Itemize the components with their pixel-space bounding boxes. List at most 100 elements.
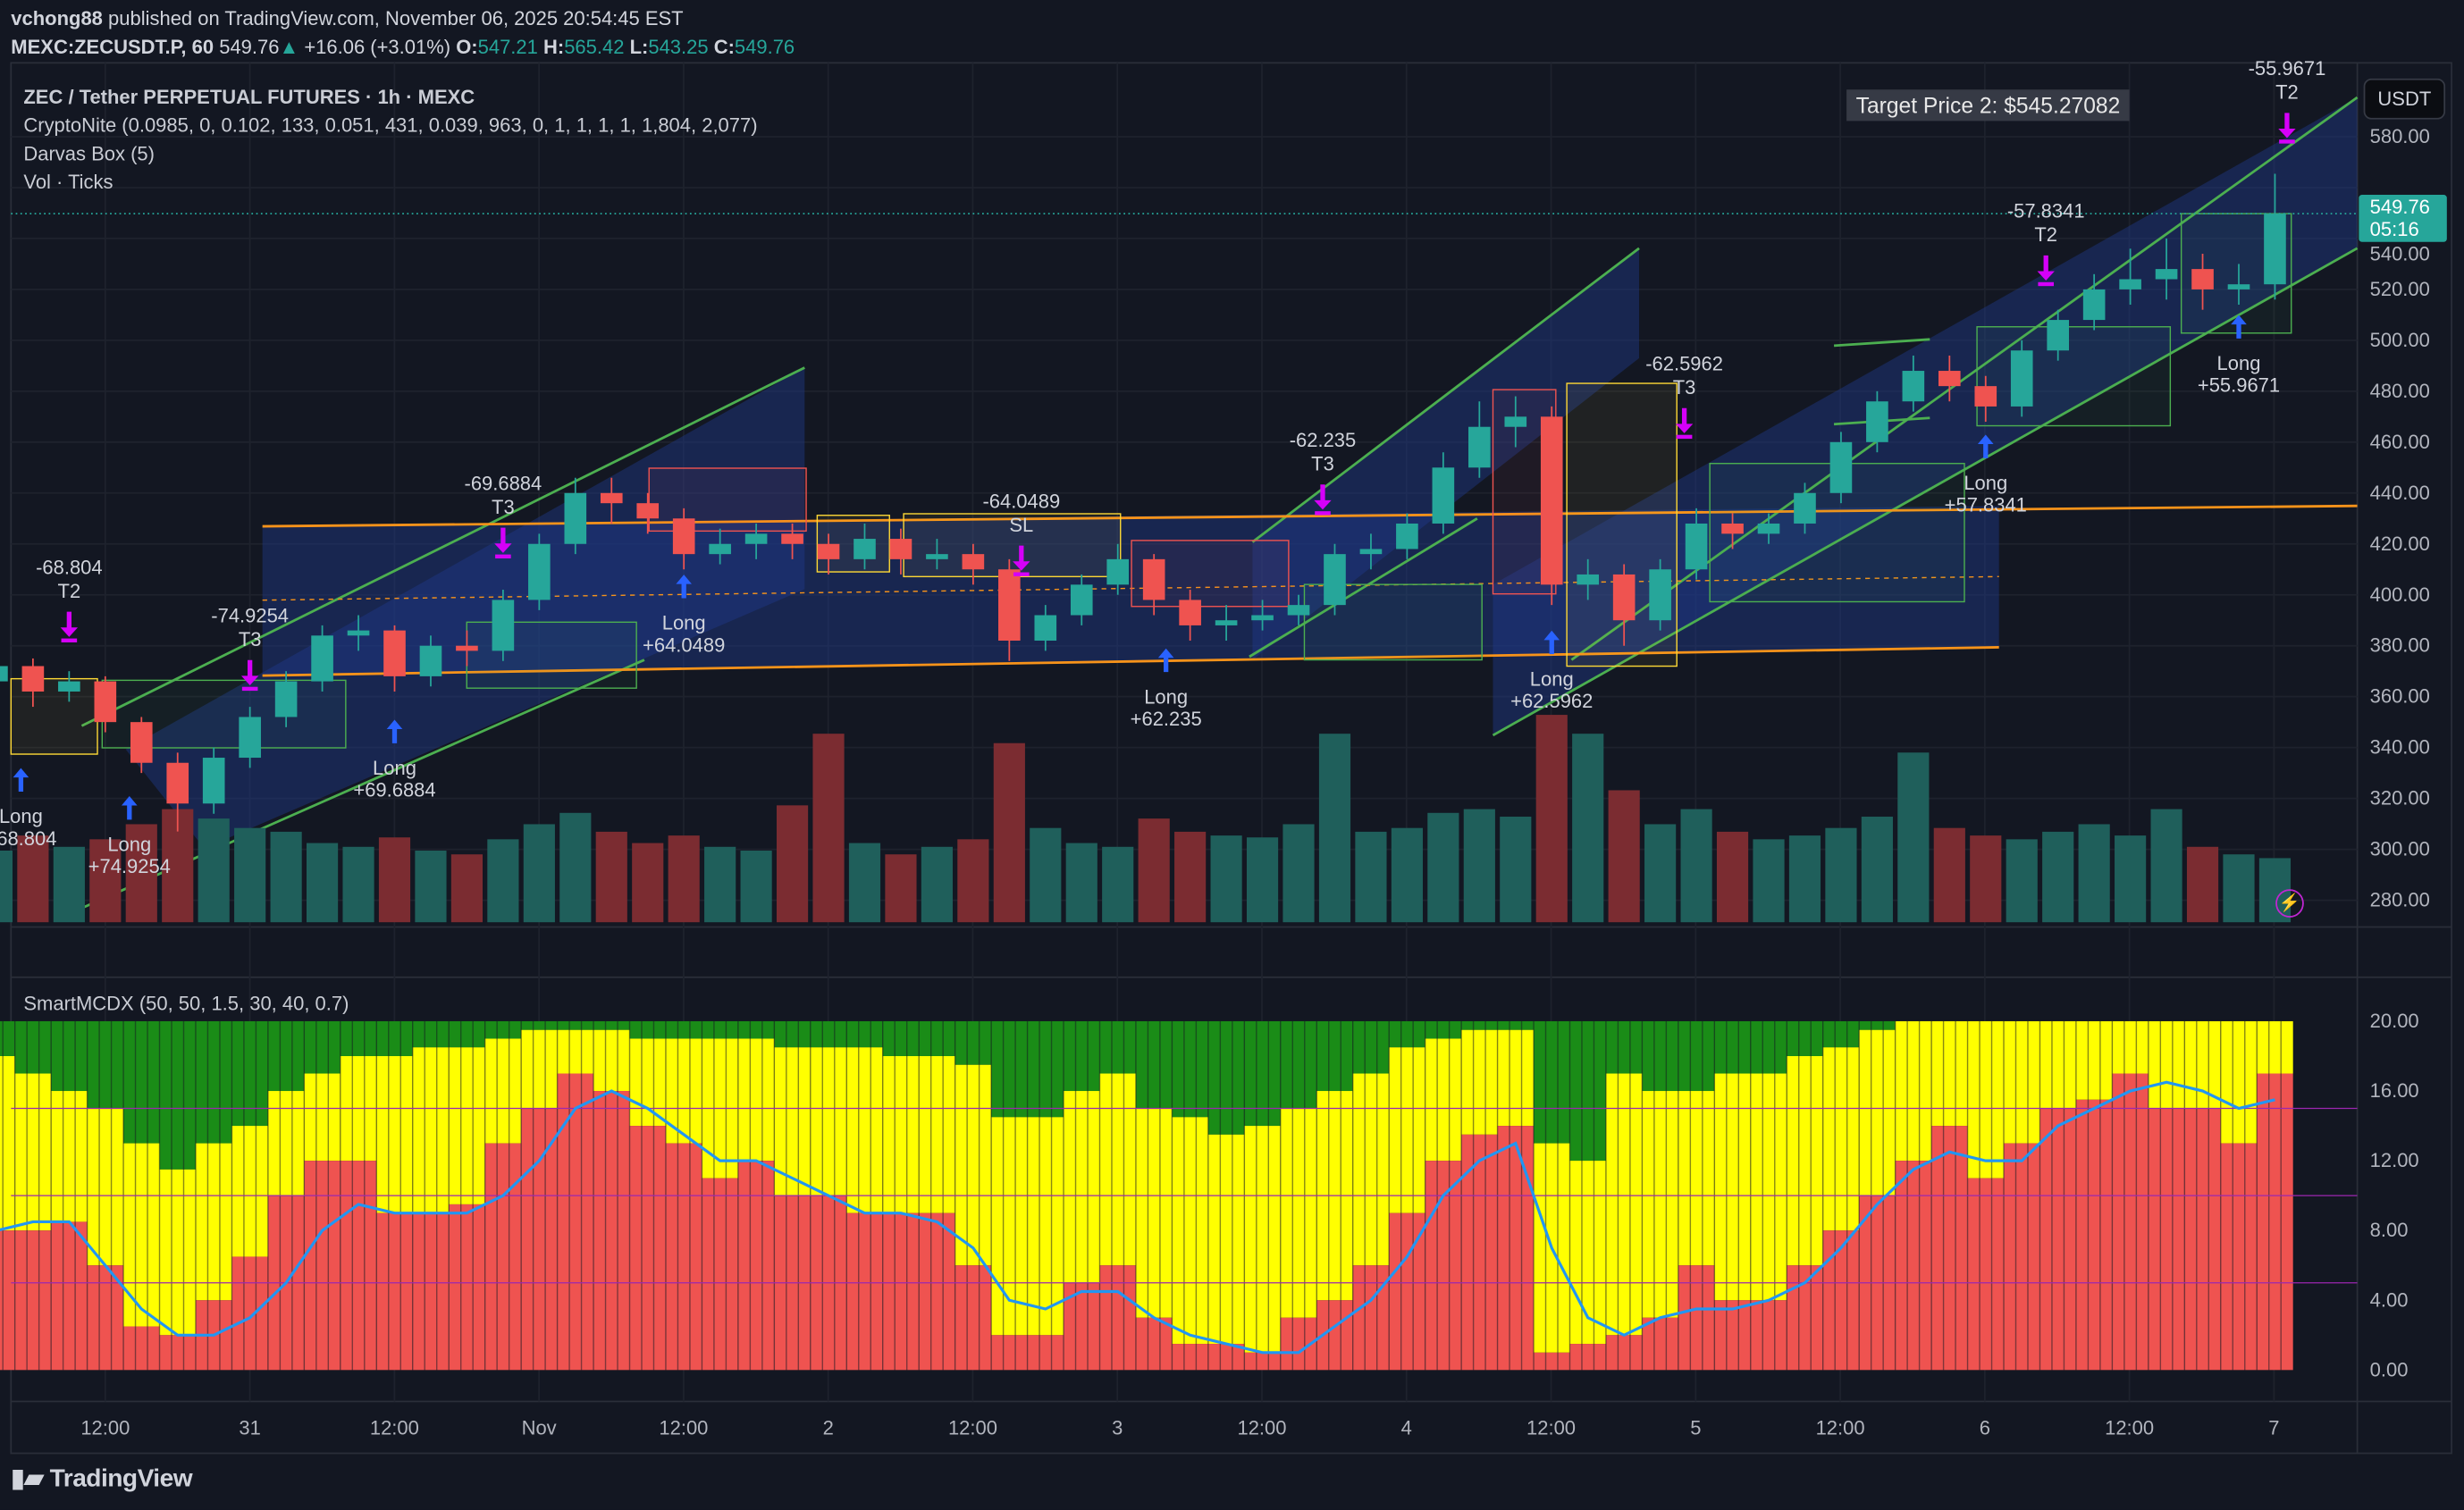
candle-body xyxy=(1649,569,1671,621)
candle-body xyxy=(1324,554,1346,606)
volume-bar xyxy=(1644,824,1677,923)
mcdx-yellow-bar xyxy=(882,1055,920,1213)
author-name[interactable]: vchong88 xyxy=(11,7,103,30)
candle-body xyxy=(1070,584,1093,616)
arrow-down-icon xyxy=(2278,113,2296,138)
mcdx-yellow-bar xyxy=(1244,1126,1281,1353)
mcdx-green-bar xyxy=(87,1020,124,1109)
candle-body xyxy=(1034,615,1057,642)
volume-bar xyxy=(885,854,917,923)
channel-fill xyxy=(125,367,805,849)
channel-fill xyxy=(1252,247,1640,660)
lightning-icon[interactable]: ⚡ xyxy=(2275,889,2304,918)
x-tick-label: 31 xyxy=(239,1416,260,1439)
x-tick-label: 12:00 xyxy=(948,1416,997,1439)
candle-body xyxy=(1179,600,1201,625)
mcdx-yellow-bar xyxy=(51,1091,88,1222)
legend-volume[interactable]: Vol · Ticks xyxy=(23,171,114,194)
candle-body xyxy=(1902,371,1925,402)
mcdx-green-bar xyxy=(1316,1020,1353,1092)
signal-label: Long xyxy=(2217,352,2261,374)
currency-button[interactable]: USDT xyxy=(2363,78,2446,120)
arrow-up-icon xyxy=(121,795,138,820)
mcdx-green-bar xyxy=(1822,1020,1860,1048)
arrow-up-icon xyxy=(386,719,403,743)
ohlc-bar: MEXC:ZECUSDT.P, 60 549.76▲ +16.06 (+3.01… xyxy=(11,36,795,58)
volume-bar xyxy=(1572,734,1604,923)
signal-value: -69.6884 xyxy=(465,472,542,494)
mcdx-green-bar xyxy=(195,1020,232,1144)
mcdx-yellow-bar xyxy=(1967,1020,2004,1179)
mcdx-green-bar xyxy=(954,1020,992,1065)
mcdx-green-bar xyxy=(882,1020,920,1056)
orange-trendline xyxy=(262,646,1999,677)
legend-darvas-box[interactable]: Darvas Box (5) xyxy=(23,143,155,165)
volume-bar xyxy=(0,850,13,923)
mcdx-green-bar xyxy=(267,1020,305,1092)
candle-body xyxy=(2155,269,2178,280)
legend-cryptonite[interactable]: CryptoNite (0.0985, 0, 0.102, 133, 0.051… xyxy=(23,114,758,137)
volume-bar xyxy=(1318,734,1351,923)
mcdx-green-bar xyxy=(1425,1020,1462,1039)
volume-bar xyxy=(1933,827,1965,923)
mcdx-red-bar xyxy=(557,1073,594,1371)
candle-body xyxy=(926,554,948,559)
mcdx-red-bar xyxy=(737,1161,775,1371)
chart-title[interactable]: ZEC / Tether PERPETUAL FUTURES · 1h · ME… xyxy=(23,86,475,109)
mcdx-green-bar xyxy=(1605,1020,1643,1074)
mcdx-yellow-bar xyxy=(1099,1073,1136,1266)
signal-value: +68.804 xyxy=(0,827,56,850)
mcdx-yellow-bar xyxy=(2148,1020,2185,1109)
lower-pane-title[interactable]: SmartMCDX (50, 50, 1.5, 30, 40, 0.7) xyxy=(23,993,349,1015)
lower-y-tick-label: 16.00 xyxy=(2370,1079,2419,1102)
candle-body xyxy=(1938,371,1961,387)
tradingview-logo: ▮▰ TradingView xyxy=(11,1463,192,1494)
signal-value: +74.9254 xyxy=(88,855,171,877)
volume-bar xyxy=(1680,809,1712,923)
candle-body xyxy=(21,666,45,692)
mcdx-yellow-bar xyxy=(846,1047,883,1213)
mcdx-red-bar xyxy=(2039,1108,2076,1371)
arrow-bar xyxy=(2279,139,2295,144)
mcdx-green-bar xyxy=(1534,1020,1570,1144)
volume-bar xyxy=(668,835,700,923)
volume-bar xyxy=(342,846,374,923)
high-label: H: xyxy=(542,36,565,59)
y-tick-label: 480.00 xyxy=(2370,380,2430,402)
candle-body xyxy=(1287,605,1310,616)
darvas-box xyxy=(648,467,807,533)
low-label: L: xyxy=(629,36,649,59)
volume-bar xyxy=(776,805,809,923)
mcdx-green-bar xyxy=(1642,1020,1678,1092)
candle-body xyxy=(1974,386,1997,407)
signal-label: Long xyxy=(1964,472,2007,494)
brand-name: TradingView xyxy=(49,1465,193,1493)
mcdx-yellow-bar xyxy=(159,1169,196,1336)
mcdx-yellow-bar xyxy=(557,1029,594,1074)
mcdx-yellow-bar xyxy=(1280,1108,1317,1318)
mcdx-yellow-bar xyxy=(1064,1091,1100,1283)
mcdx-yellow-bar xyxy=(14,1073,52,1231)
signal-value: +62.235 xyxy=(1131,708,1202,730)
target-price-label: Target Price 2: $545.27082 xyxy=(1846,89,2130,122)
candle-body xyxy=(383,630,406,676)
volume-bar xyxy=(378,837,411,923)
candle-body xyxy=(166,762,189,804)
mcdx-red-bar xyxy=(665,1143,702,1371)
volume-bar xyxy=(1716,831,1749,923)
volume-bar xyxy=(1970,835,2002,923)
darvas-box xyxy=(10,677,98,755)
candle-body xyxy=(1468,426,1491,468)
mcdx-yellow-bar xyxy=(2257,1020,2293,1074)
mcdx-red-bar xyxy=(954,1265,992,1371)
volume-bar xyxy=(921,846,953,923)
channel-fill xyxy=(262,506,1999,676)
mcdx-green-bar xyxy=(14,1020,52,1074)
current-price: 549.76 xyxy=(2369,196,2430,219)
mcdx-red-bar xyxy=(2075,1099,2113,1371)
candle-body xyxy=(1359,549,1383,555)
mcdx-yellow-bar xyxy=(1642,1091,1678,1318)
mcdx-yellow-bar xyxy=(665,1038,702,1144)
